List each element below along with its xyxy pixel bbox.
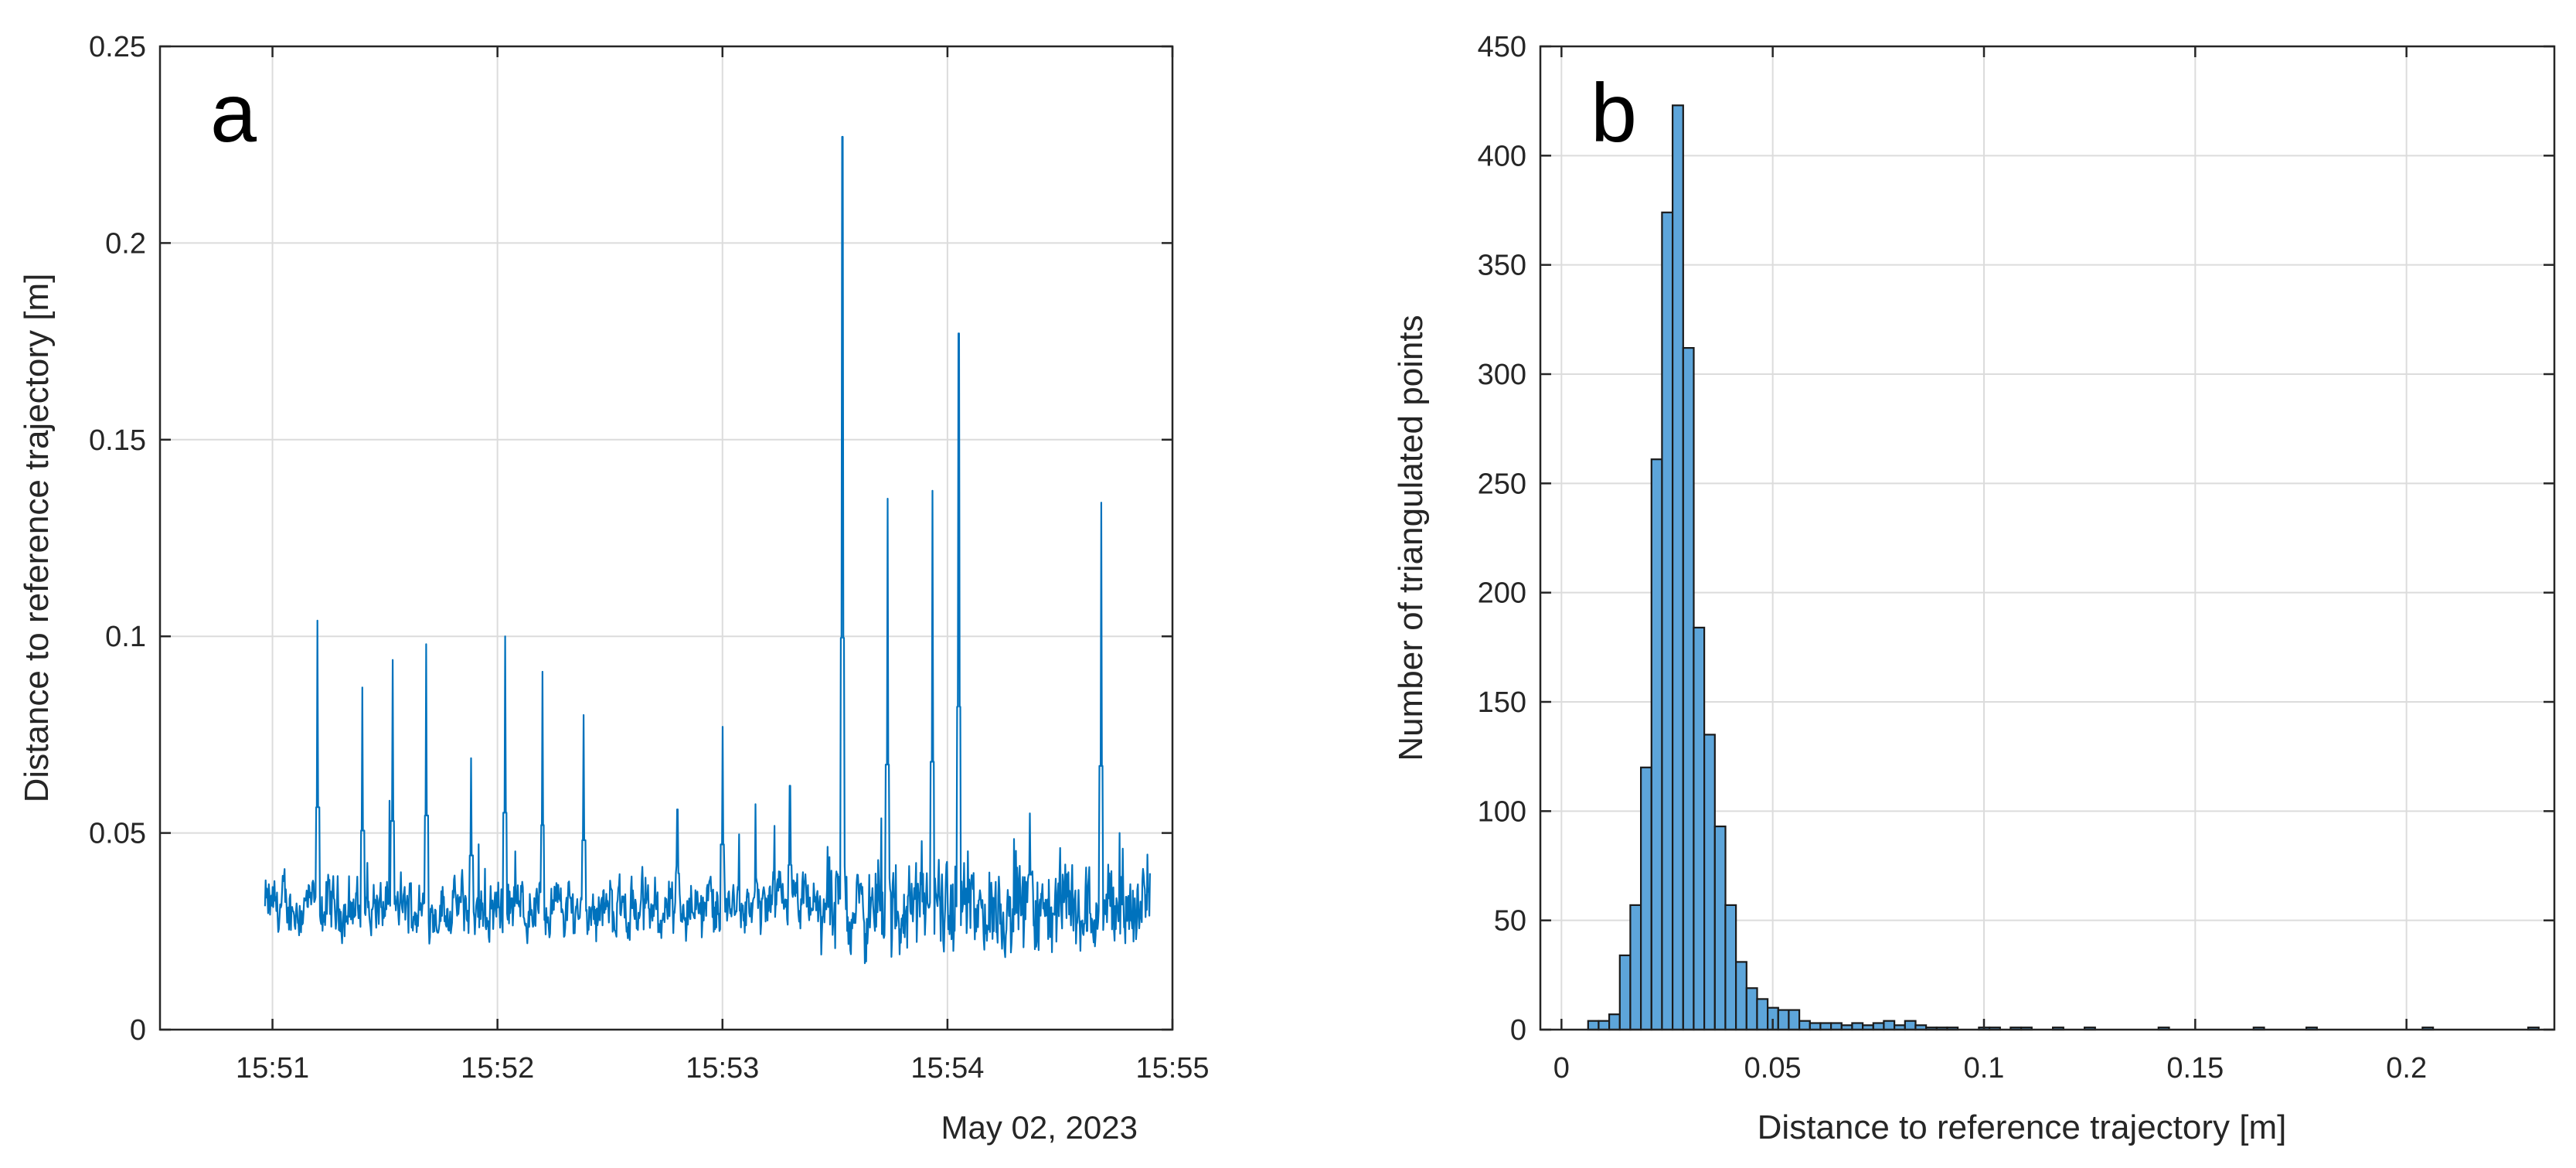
- histogram-bar: [1904, 1020, 1917, 1031]
- x-tick-labels: 15:51 15:52 15:53 15:54 15:55: [236, 1052, 1210, 1085]
- histogram-bar: [1756, 998, 1769, 1031]
- y-tick-label: 150: [1478, 686, 1526, 719]
- histogram-bar: [1788, 1009, 1801, 1031]
- histogram-bar: [1819, 1022, 1832, 1031]
- x-axis-date-label: May 02, 2023: [941, 1109, 1138, 1146]
- histogram-bar: [1830, 1022, 1843, 1031]
- distance-series-line: [264, 135, 1151, 965]
- x-tick-label: 0: [1553, 1052, 1570, 1085]
- histogram-bar: [1777, 1009, 1790, 1031]
- x-tick-label: 0.1: [1964, 1052, 2005, 1085]
- histogram-bar: [1745, 987, 1758, 1031]
- grid: [160, 46, 1172, 1030]
- histogram-bar: [1851, 1022, 1864, 1031]
- plot-frame: [1539, 45, 2556, 1031]
- y-tick-label: 250: [1478, 468, 1526, 500]
- histogram-bar: [1872, 1022, 1885, 1031]
- y-tick-label: 50: [1494, 905, 1526, 938]
- y-tick-label: 0: [1510, 1014, 1526, 1047]
- y-tick-label: 400: [1478, 140, 1526, 172]
- histogram-panel: 0 50 100 150 200 250 300 350 400 450 0 0.05 0.1 0.15…: [1392, 31, 2556, 1146]
- y-tick-label: 100: [1478, 795, 1526, 828]
- histogram-bar: [1661, 211, 1674, 1031]
- y-tick-labels: 0 0.05 0.1 0.15 0.2 0.25: [89, 31, 146, 1047]
- y-tick-label: 350: [1478, 250, 1526, 282]
- x-tick-label: 0.15: [2166, 1052, 2224, 1085]
- x-tick-label: 0.05: [1744, 1052, 1802, 1085]
- histogram-bar: [1883, 1020, 1896, 1031]
- histogram-bar: [1650, 458, 1663, 1031]
- y-tick-label: 300: [1478, 359, 1526, 391]
- x-tick-label: 15:54: [910, 1052, 984, 1085]
- histogram-bar: [1693, 626, 1706, 1031]
- y-tick-label: 0.2: [105, 227, 146, 260]
- y-tick-label: 450: [1478, 31, 1526, 63]
- y-tick-label: 0.05: [89, 818, 146, 850]
- y-tick-label: 0.15: [89, 424, 146, 457]
- histogram-bar: [1809, 1022, 1822, 1031]
- histogram-bar: [1618, 954, 1632, 1031]
- histogram-bar: [1798, 1020, 1811, 1031]
- plot-frame: [158, 45, 1174, 1031]
- histogram-bar: [1735, 961, 1747, 1031]
- histogram-bar: [1703, 734, 1716, 1031]
- histogram-bar: [1640, 766, 1652, 1031]
- y-axis-title: Number of triangulated points: [1392, 315, 1430, 761]
- histogram-bars: [1587, 104, 2540, 1031]
- x-tick-label: 15:53: [686, 1052, 759, 1085]
- line-chart-panel: 0 0.05 0.1 0.15 0.2 0.25 15:51 15:52 15:53 15:54…: [18, 31, 1210, 1146]
- y-tick-label: 0.25: [89, 31, 146, 63]
- x-tick-label: 15:52: [461, 1052, 534, 1085]
- x-tick-label: 15:51: [236, 1052, 309, 1085]
- x-tick-labels: 0 0.05 0.1 0.15 0.2: [1553, 1052, 2427, 1085]
- x-axis-title: Distance to reference trajectory [m]: [1758, 1108, 2287, 1146]
- y-tick-label: 0.1: [105, 621, 146, 653]
- histogram-bar: [1587, 1020, 1600, 1031]
- histogram-bar: [1598, 1020, 1611, 1031]
- histogram-bar: [1672, 104, 1684, 1031]
- y-tick-labels: 0 50 100 150 200 250 300 350 400 450: [1478, 31, 1526, 1047]
- x-tick-label: 0.2: [2386, 1052, 2427, 1085]
- y-axis-title: Distance to reference trajectory [m]: [18, 274, 56, 803]
- y-tick-label: 0: [130, 1014, 146, 1047]
- histogram-bar: [1724, 904, 1737, 1031]
- histogram-bar: [1682, 347, 1695, 1031]
- tick-marks: [1540, 45, 2554, 1031]
- x-tick-label: 15:55: [1135, 1052, 1209, 1085]
- histogram-bar: [1713, 825, 1727, 1031]
- panel-label: b: [1591, 66, 1637, 159]
- histogram-bar: [1629, 904, 1642, 1031]
- histogram-bar: [1608, 1013, 1621, 1031]
- y-tick-label: 200: [1478, 577, 1526, 610]
- tick-marks: [160, 45, 1174, 1031]
- panel-label: a: [210, 66, 257, 159]
